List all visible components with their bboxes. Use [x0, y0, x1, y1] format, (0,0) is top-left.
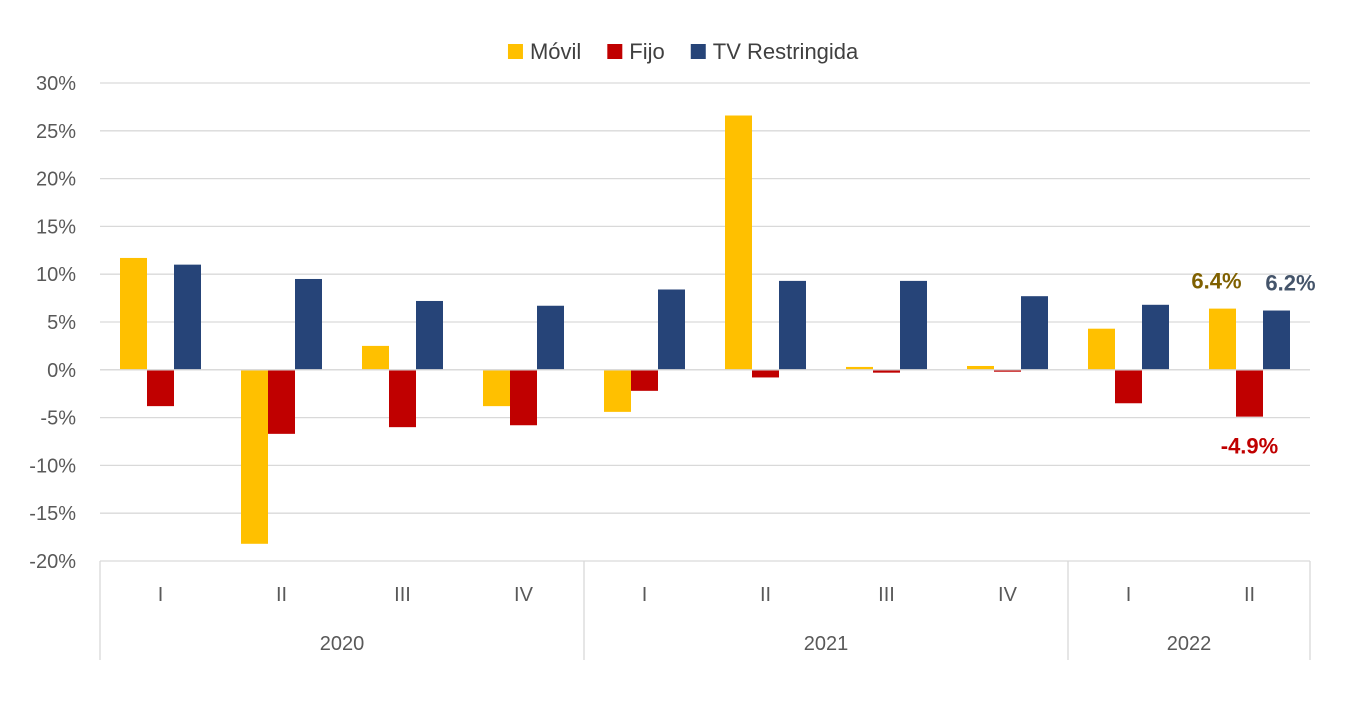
- x-group-label: 2022: [1167, 633, 1212, 655]
- bar-fijo: [389, 369, 416, 428]
- x-tick-label: IV: [514, 584, 534, 606]
- legend-item: Fijo: [607, 39, 665, 64]
- bar-tv-restringida: [658, 289, 685, 370]
- bar-fijo: [268, 369, 295, 434]
- bar-fijo: [510, 369, 537, 426]
- x-tick-label: II: [276, 584, 287, 606]
- bar-m-vil: [241, 369, 268, 544]
- legend-label: TV Restringida: [713, 39, 859, 64]
- y-axis: -20% -15% -10% -5% 0% 5% 10% 15% 20% 25% 30%: [29, 73, 76, 573]
- bar-m-vil: [725, 115, 752, 370]
- bar-fijo: [873, 369, 900, 373]
- bar-tv-restringida: [1263, 310, 1290, 370]
- bar-tv-restringida: [416, 300, 443, 370]
- legend-swatch: [690, 44, 706, 59]
- x-tick-label: I: [158, 584, 164, 606]
- bar-m-vil: [1088, 328, 1115, 370]
- bar-m-vil: [846, 366, 873, 370]
- bar-tv-restringida: [1021, 296, 1048, 370]
- data-labels: 6.4% 6.2% -4.9%: [1191, 269, 1315, 459]
- gridlines: [100, 82, 1310, 562]
- x-tick-label: II: [760, 584, 771, 606]
- y-tick-label: 5%: [47, 312, 76, 334]
- y-tick-label: -20%: [29, 551, 76, 573]
- bar-tv-restringida: [779, 280, 806, 370]
- bar-tv-restringida: [900, 280, 927, 370]
- legend-swatch: [607, 44, 623, 59]
- bar-tv-restringida: [1142, 304, 1169, 370]
- bar-tv-restringida: [174, 264, 201, 370]
- x-tick-label: I: [642, 584, 648, 606]
- y-tick-label: 0%: [47, 360, 76, 382]
- legend: Móvil Fijo TV Restringida: [507, 39, 859, 64]
- bars: [100, 115, 1310, 544]
- bar-m-vil: [604, 369, 631, 412]
- legend-label: Móvil: [530, 39, 581, 64]
- data-label: 6.2%: [1265, 271, 1315, 296]
- y-tick-label: 20%: [36, 169, 76, 191]
- x-tick-label: IV: [998, 584, 1018, 606]
- bar-m-vil: [483, 369, 510, 407]
- bar-fijo: [147, 369, 174, 407]
- bar-m-vil: [1209, 308, 1236, 370]
- bar-fijo: [752, 369, 779, 378]
- bar-m-vil: [362, 345, 389, 370]
- y-tick-label: 15%: [36, 216, 76, 238]
- legend-label: Fijo: [629, 39, 664, 64]
- y-tick-label: -10%: [29, 455, 76, 477]
- bar-tv-restringida: [295, 278, 322, 370]
- data-label: -4.9%: [1221, 434, 1278, 459]
- x-tick-label: I: [1126, 584, 1132, 606]
- x-group-label: 2020: [320, 633, 365, 655]
- bar-m-vil: [967, 365, 994, 370]
- y-tick-label: 10%: [36, 264, 76, 286]
- x-tick-label: III: [878, 584, 895, 606]
- bar-fijo: [1115, 369, 1142, 404]
- x-tick-label: III: [394, 584, 411, 606]
- y-tick-label: 30%: [36, 73, 76, 95]
- bar-fijo: [631, 369, 658, 391]
- bar-tv-restringida: [537, 305, 564, 370]
- y-tick-label: 25%: [36, 121, 76, 143]
- bar-fijo: [994, 369, 1021, 372]
- legend-item: Móvil: [507, 39, 581, 64]
- x-tick-label: II: [1244, 584, 1255, 606]
- legend-item: TV Restringida: [690, 39, 859, 64]
- y-tick-label: -15%: [29, 503, 76, 525]
- x-group-label: 2021: [804, 633, 849, 655]
- data-label: 6.4%: [1191, 269, 1241, 294]
- legend-swatch: [507, 44, 523, 59]
- bar-m-vil: [120, 257, 147, 370]
- bar-fijo: [1236, 369, 1263, 417]
- y-tick-label: -5%: [40, 408, 76, 430]
